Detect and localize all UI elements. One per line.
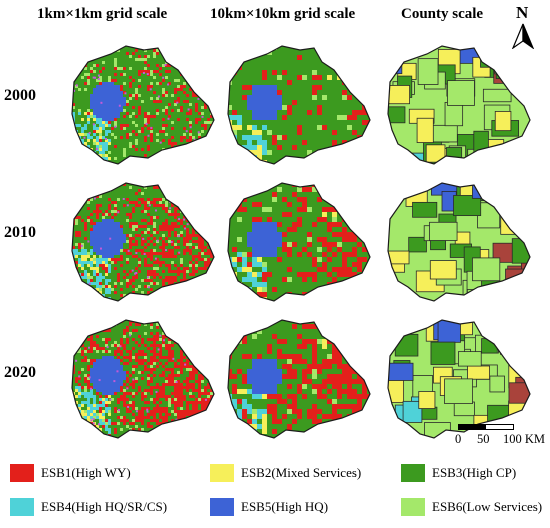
- legend-item-esb3: ESB3(High CP): [401, 463, 516, 483]
- col-title-county: County scale: [401, 6, 484, 22]
- map-1km-2000: [71, 45, 215, 165]
- legend-label-esb1: ESB1(High WY): [41, 465, 131, 480]
- legend-label-esb5: ESB5(High HQ): [241, 499, 329, 514]
- legend-swatch-esb3: [401, 464, 425, 482]
- scale-bar-black-segment: [459, 425, 486, 429]
- north-arrow: N: [510, 3, 536, 49]
- map-county-2000: [387, 45, 531, 165]
- map-10km-2020: [227, 319, 371, 439]
- legend-item-esb1: ESB1(High WY): [10, 463, 131, 483]
- legend-swatch-esb2: [210, 464, 234, 482]
- north-arrow-label: N: [516, 3, 529, 22]
- north-arrow-icon: [511, 23, 535, 49]
- scale-label-0: 0: [455, 432, 462, 446]
- legend-label-esb4: ESB4(High HQ/SR/CS): [41, 499, 168, 514]
- legend-item-esb6: ESB6(Low Services): [401, 497, 542, 517]
- legend-swatch-esb5: [210, 498, 234, 516]
- map-county-2010: [387, 182, 531, 302]
- legend-label-esb6: ESB6(Low Services): [432, 499, 543, 514]
- legend-label-esb3: ESB3(High CP): [432, 465, 517, 480]
- map-10km-2010: [227, 182, 371, 302]
- scale-label-50: 50: [477, 432, 490, 446]
- row-label-2000: 2000: [4, 87, 36, 104]
- map-1km-2010: [71, 182, 215, 302]
- row-label-2020: 2020: [4, 364, 36, 381]
- col-title-10km: 10km×10km grid scale: [210, 6, 356, 22]
- map-10km-2000: [227, 45, 371, 165]
- legend-swatch-esb1: [10, 464, 34, 482]
- legend-swatch-esb6: [401, 498, 425, 516]
- col-title-1km: 1km×1km grid scale: [37, 6, 168, 22]
- scale-bar: [458, 424, 514, 430]
- scale-label-100km: 100 KM: [503, 432, 546, 446]
- map-1km-2020: [71, 319, 215, 439]
- row-label-2010: 2010: [4, 224, 36, 241]
- legend-swatch-esb4: [10, 498, 34, 516]
- legend-item-esb5: ESB5(High HQ): [210, 497, 328, 517]
- legend-item-esb4: ESB4(High HQ/SR/CS): [10, 497, 167, 517]
- legend-item-esb2: ESB2(Mixed Services): [210, 463, 361, 483]
- map-county-2020: [387, 319, 531, 439]
- legend-label-esb2: ESB2(Mixed Services): [241, 465, 362, 480]
